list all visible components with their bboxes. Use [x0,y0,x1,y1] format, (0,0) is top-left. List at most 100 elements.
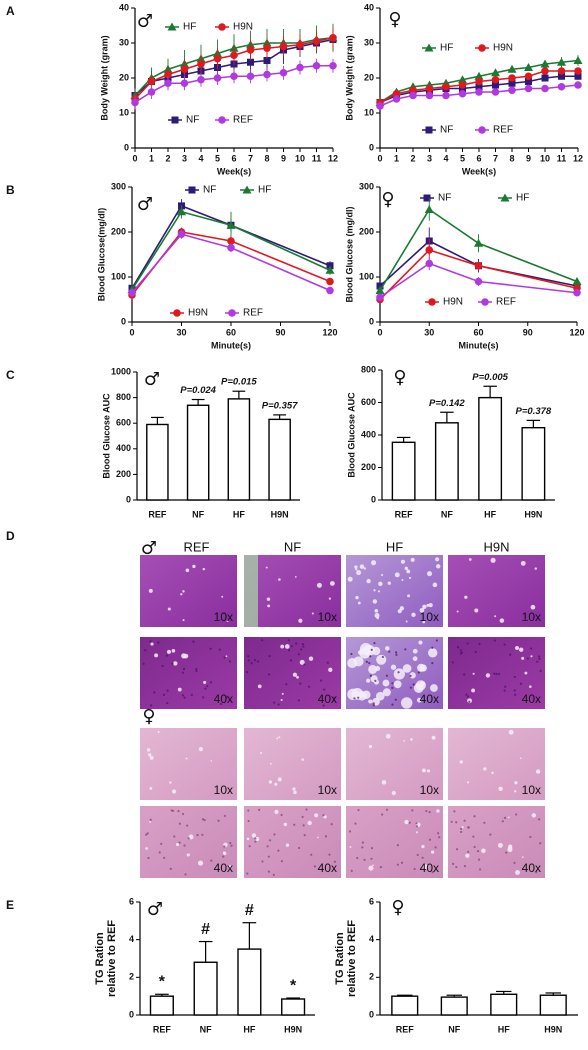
vacuole [317,836,319,839]
nucleus [463,865,467,868]
marker [540,59,550,68]
nucleus [300,648,303,651]
bar [146,423,169,501]
nucleus [178,822,181,825]
vacuole [524,671,528,675]
vacuole [177,687,182,692]
nucleus [204,687,207,690]
nucleus [538,655,541,658]
magnification: 40x [522,861,541,875]
vacuole [285,843,290,847]
vacuole [400,697,413,709]
vacuole [430,684,438,692]
nucleus [348,830,352,833]
nucleus [388,650,391,653]
nucleus [467,850,470,853]
nucleus [495,672,498,676]
nucleus [293,823,296,826]
marker [475,83,483,91]
nucleus [369,655,372,658]
vacuole [419,608,425,613]
magnification: 10x [420,783,439,797]
nucleus [505,851,508,854]
vacuole [411,612,416,618]
vacuole [368,699,373,704]
vacuole [280,644,285,649]
magnification: 40x [318,861,337,875]
bar [391,995,419,1016]
image-edge [244,555,258,627]
marker [557,67,566,75]
nucleus [395,653,398,656]
series-line [379,249,578,301]
nucleus [354,822,357,825]
nucleus [203,819,206,822]
nucleus [417,671,420,674]
x-tick-label: 12 [573,153,583,163]
marker [279,68,288,77]
vacuole [221,595,224,598]
vacuole [266,597,271,601]
bar [490,993,518,1016]
panel-label: E [6,898,14,912]
vacuole [192,564,196,569]
vacuole [296,675,299,679]
nucleus [150,704,153,707]
nucleus [428,811,431,814]
nucleus [280,860,283,863]
nucleus [391,686,394,689]
vacuole [368,744,373,749]
nucleus [165,654,169,657]
nucleus [218,648,221,651]
annotation: P=0.005 [472,372,508,383]
vacuole [257,684,262,689]
marker [574,67,582,75]
nucleus [385,808,389,811]
marker [458,89,467,98]
legend-label: NF [438,193,451,204]
vacuole [203,680,207,684]
series-line [131,233,331,294]
x-tick-label: 3 [427,153,432,163]
nucleus [268,839,272,842]
nucleus [503,816,507,819]
legend-label: NF [203,185,216,196]
y-axis-label: Body Weight (gram) [99,35,109,120]
sex-symbol: ♂ [147,899,163,920]
vacuole [293,790,297,795]
y-tick-label: 20 [364,72,374,82]
x-tick-label: NF [441,509,453,519]
y-tick-label: 600 [116,418,131,428]
nucleus [267,673,271,676]
nucleus [539,842,542,845]
marker [296,40,304,49]
nucleus [455,848,459,851]
nucleus [413,867,416,871]
nucleus [147,856,150,860]
x-tick-label: 2 [165,153,170,163]
panel-label: C [6,368,15,382]
vacuole [349,846,352,848]
marker [508,74,516,82]
vacuole [278,578,281,581]
nucleus [322,814,325,817]
vacuole [298,618,303,623]
legend-label: HF [440,43,453,54]
nucleus [261,639,264,642]
nucleus [431,646,434,649]
vacuole [268,780,273,784]
marker [197,75,205,84]
x-tick-label: HF [484,509,496,519]
nucleus [149,640,152,643]
y-axis-label: Blood Glucose (mg/dl) [344,206,354,302]
vacuole [431,735,436,740]
nucleus [247,655,250,658]
marker [574,81,582,89]
vacuole [145,847,148,850]
nucleus [453,810,456,813]
vacuole [416,697,422,703]
y-tick-label: 0 [371,494,376,504]
y-tick-label: 40 [119,2,129,12]
nucleus [497,672,501,676]
vacuole [284,644,290,649]
